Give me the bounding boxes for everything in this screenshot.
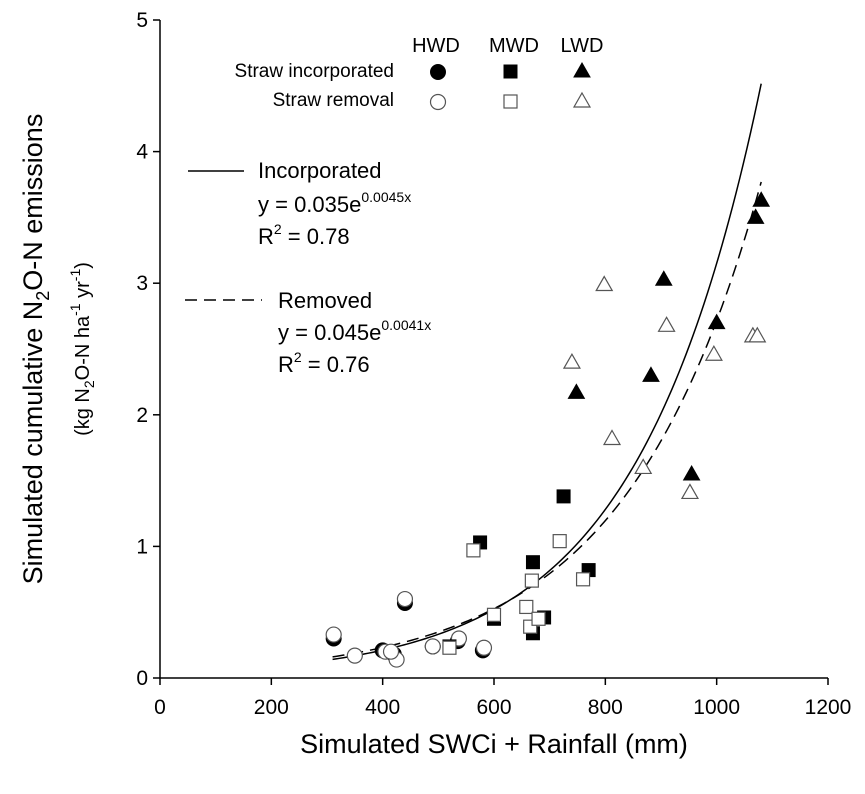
x-tick-label: 1000 (693, 696, 740, 719)
data-point-square-open (552, 534, 567, 549)
data-point-circle-open (396, 590, 414, 608)
fit-equation-incorporated: y = 0.035e0.0045x (258, 189, 411, 217)
x-tick-label: 1200 (805, 696, 852, 719)
y-title-part: Simulated cumulative N (18, 301, 48, 585)
units-part: (kg N (72, 388, 94, 436)
r2-value: = 0.76 (302, 352, 370, 377)
data-point-square-open (531, 611, 546, 626)
y-tick-label: 3 (136, 272, 148, 295)
legend-marker-hwd-open (429, 93, 447, 111)
legend-col-lwd: LWD (561, 35, 604, 57)
y-axis-title: Simulated cumulative N2O-N emissions (18, 114, 53, 585)
y-tick-label: 2 (136, 404, 148, 427)
svg-text:(kg N2O-N ha-1 yr-1): (kg N2O-N ha-1 yr-1) (67, 262, 97, 436)
data-point-triangle-open (748, 326, 767, 343)
fit-curve-removed (332, 181, 762, 658)
r2-prefix: R (258, 224, 274, 249)
y-tick-label: 5 (136, 9, 148, 32)
fit-curve-incorporated (332, 83, 762, 661)
x-axis-title: Simulated SWCi + Rainfall (mm) (300, 729, 688, 759)
y-title-subscript: 2 (33, 291, 53, 301)
legend-marker-mwd-filled (503, 64, 518, 79)
fit-r2-removed: R2 = 0.76 (278, 349, 370, 377)
eq-exponent: 0.0041x (381, 317, 431, 333)
y-title-part: O-N emissions (18, 114, 48, 291)
data-point-circle-open (475, 639, 493, 656)
data-point-triangle-filled (642, 366, 660, 382)
data-point-triangle-filled (752, 191, 771, 207)
units-part: ) (72, 262, 94, 269)
fit-name-removed: Removed (278, 288, 372, 313)
y-tick-label: 4 (136, 141, 148, 164)
y-tick-label: 0 (136, 667, 148, 690)
data-point-square-open (575, 572, 591, 587)
data-point-triangle-filled (707, 313, 726, 330)
fit-equation-removed: y = 0.045e0.0041x (278, 317, 431, 345)
data-point-square-open (524, 573, 539, 588)
data-point-triangle-open (634, 458, 653, 475)
data-point-circle-open (346, 647, 363, 664)
data-point-triangle-open (562, 352, 581, 369)
units-subscript: 2 (81, 380, 97, 388)
r2-superscript: 2 (274, 221, 282, 237)
data-point-square-open (442, 640, 457, 655)
units-superscript: -1 (67, 303, 83, 316)
svg-text:Simulated cumulative N2O-N emi: Simulated cumulative N2O-N emissions (18, 114, 53, 585)
fit-r2-incorporated: R2 = 0.78 (258, 221, 350, 249)
legend-row-removal: Straw removal (273, 90, 394, 111)
data-point-triangle-open (602, 429, 622, 446)
units-part: O-N ha (72, 315, 94, 380)
x-tick-label: 200 (254, 696, 289, 719)
x-tick-label: 0 (154, 696, 166, 719)
fit-annotation-removed: Removed y = 0.045e0.0041x R2 = 0.76 (185, 288, 431, 377)
x-tick-label: 400 (365, 696, 400, 719)
data-point-circle-open (382, 643, 400, 660)
data-point-triangle-open (680, 483, 699, 500)
data-point-square-open (466, 543, 481, 558)
data-point-triangle-open (704, 345, 723, 361)
legend-row-incorporated: Straw incorporated (235, 61, 394, 82)
legend-marker-lwd-filled (573, 61, 591, 78)
legend-marker-hwd-filled (430, 64, 446, 80)
units-superscript: -1 (67, 269, 83, 282)
x-tick-label: 600 (476, 696, 511, 719)
y-tick-label: 1 (136, 535, 148, 558)
fit-annotation-incorporated: Incorporated y = 0.035e0.0045x R2 = 0.78 (188, 158, 411, 249)
data-point-circle-open (424, 638, 441, 655)
data-point-triangle-filled (654, 270, 673, 286)
data-point-square-filled (525, 555, 540, 570)
eq-prefix: y = 0.035e (258, 192, 361, 217)
legend: HWD MWD LWD Straw incorporated Straw rem… (235, 35, 604, 111)
data-point-triangle-filled (746, 208, 765, 224)
r2-prefix: R (278, 352, 294, 377)
data-point-triangle-filled (567, 383, 586, 399)
ticks: 0 200 400 600 800 1000 1200 0 1 2 3 4 5 (136, 9, 851, 719)
data-point-triangle-open (595, 275, 614, 292)
data-point-square-open (519, 599, 534, 615)
legend-col-mwd: MWD (489, 35, 539, 57)
y-axis-units: (kg N2O-N ha-1 yr-1) (67, 262, 97, 436)
data-point-triangle-open (657, 316, 676, 332)
legend-marker-mwd-open (503, 94, 518, 109)
data-point-square-open (486, 607, 502, 622)
legend-marker-lwd-open (572, 91, 592, 108)
eq-exponent: 0.0045x (361, 189, 411, 205)
data-point-triangle-filled (682, 465, 701, 481)
x-tick-label: 800 (588, 696, 623, 719)
units-part: yr (72, 281, 94, 304)
fit-name-incorporated: Incorporated (258, 158, 382, 183)
data-points (325, 191, 771, 668)
r2-superscript: 2 (294, 349, 302, 365)
data-point-square-filled (556, 489, 571, 504)
data-point-circle-open (325, 626, 342, 643)
legend-col-hwd: HWD (412, 35, 460, 57)
eq-prefix: y = 0.045e (278, 320, 381, 345)
r2-value: = 0.78 (282, 224, 350, 249)
